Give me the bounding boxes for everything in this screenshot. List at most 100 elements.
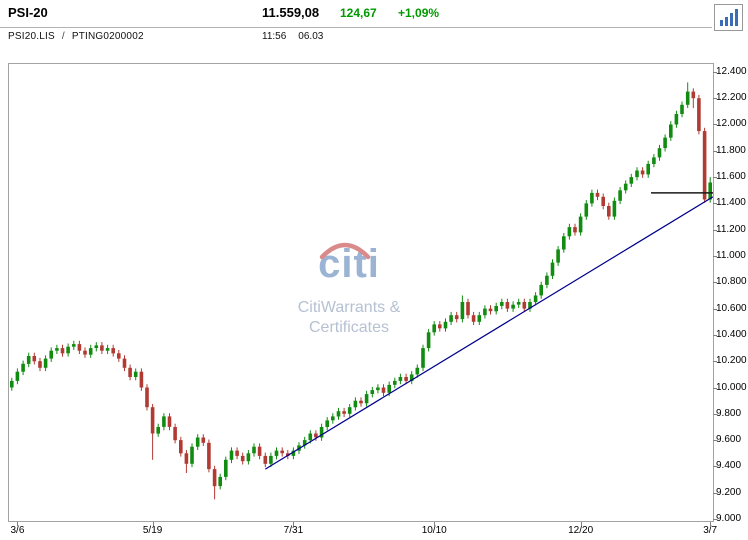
candle <box>212 465 217 500</box>
candle <box>426 329 431 352</box>
candle <box>105 344 110 354</box>
y-axis-label: 11.800 <box>716 144 746 156</box>
candle <box>342 407 346 418</box>
bar-chart-icon <box>719 20 723 26</box>
watermark-line1: CitiWarrants & <box>297 299 401 316</box>
instrument-symbol: PSI-20 <box>8 5 48 20</box>
citi-arc-path <box>319 242 371 260</box>
candle <box>460 295 465 323</box>
candle <box>83 347 87 358</box>
y-axis-tick <box>713 361 717 363</box>
last-price: 11.559,08 <box>262 5 320 20</box>
candle <box>511 301 515 312</box>
candle <box>235 447 239 460</box>
instrument-identifiers: PSI20.LIS / PTING0200002 <box>8 31 144 42</box>
candle <box>697 94 701 135</box>
candle <box>167 413 172 431</box>
candle <box>111 344 115 357</box>
candle <box>319 423 324 441</box>
y-axis-label: 11.200 <box>716 223 746 235</box>
candle <box>195 434 200 450</box>
candle <box>488 305 493 315</box>
x-axis-label: 10/10 <box>421 525 447 536</box>
y-axis-label: 10.400 <box>716 328 747 340</box>
candle <box>640 167 645 178</box>
candle <box>218 473 222 490</box>
candle <box>471 311 476 325</box>
trendline[interactable] <box>264 196 713 470</box>
y-axis-label: 10.800 <box>716 276 747 288</box>
y-axis-label: 9.400 <box>716 460 742 472</box>
candle <box>550 259 555 279</box>
candle <box>240 452 245 465</box>
candle <box>629 173 634 187</box>
candle <box>100 342 104 354</box>
x-axis-tick <box>17 522 19 526</box>
candle <box>545 272 549 289</box>
candle <box>353 397 358 411</box>
candle <box>590 189 594 207</box>
citi-logo-arc-icon <box>319 242 371 260</box>
candle <box>663 134 667 152</box>
candle <box>139 368 144 391</box>
y-axis-tick <box>713 492 717 494</box>
identifier-separator: / <box>61 31 65 42</box>
candle <box>55 344 59 354</box>
y-axis-label: 12.200 <box>716 92 747 104</box>
bar-chart-icon <box>729 13 733 26</box>
x-axis-label: 3/7 <box>703 525 718 536</box>
quote-date: 06.03 <box>298 31 324 42</box>
candle <box>454 311 459 323</box>
candle <box>522 298 527 312</box>
y-axis-label: 11.600 <box>716 171 746 183</box>
price-chart-svg[interactable] <box>9 64 713 521</box>
candle <box>415 364 420 378</box>
candle <box>145 384 149 411</box>
candle <box>207 439 211 473</box>
candle <box>291 447 296 460</box>
y-axis-tick <box>713 282 717 284</box>
candle <box>26 352 31 368</box>
bar-chart-icon-button[interactable] <box>714 4 743 31</box>
y-axis-tick <box>713 440 717 442</box>
candle <box>60 344 65 357</box>
candle <box>190 443 194 468</box>
y-axis-label: 11.000 <box>716 250 746 261</box>
candle <box>404 373 408 385</box>
candle <box>224 456 228 481</box>
candle <box>398 373 403 385</box>
x-axis-label: 7/31 <box>283 525 304 536</box>
candle <box>162 413 166 431</box>
y-axis-label: 12.400 <box>716 65 747 77</box>
candle <box>494 302 498 315</box>
y-axis-tick <box>713 387 717 389</box>
candle <box>66 343 70 357</box>
candle <box>584 200 589 220</box>
candle <box>359 397 363 407</box>
candle <box>32 352 37 365</box>
y-axis-label: 11.400 <box>716 197 746 209</box>
y-axis-tick <box>713 203 717 205</box>
quote-timestamp: 11:56 06.03 <box>262 31 323 42</box>
candle <box>38 357 42 372</box>
watermark-line2: Certificates <box>308 319 390 336</box>
candle <box>150 404 155 460</box>
candle <box>381 384 386 397</box>
candle <box>15 368 20 385</box>
candle <box>635 167 639 181</box>
candle <box>336 407 341 420</box>
candle <box>376 384 380 394</box>
candle <box>578 213 583 236</box>
price-chart[interactable]: citi CitiWarrants & Certificates <box>8 63 714 522</box>
candle <box>122 355 127 372</box>
candle <box>409 371 414 385</box>
candle <box>618 187 622 205</box>
candle <box>252 443 256 457</box>
candle <box>466 298 470 319</box>
y-axis-label: 9.800 <box>716 407 742 419</box>
candle <box>370 386 375 398</box>
candle <box>184 450 189 473</box>
candle <box>449 311 453 325</box>
candle <box>505 298 510 312</box>
candle <box>421 344 425 372</box>
